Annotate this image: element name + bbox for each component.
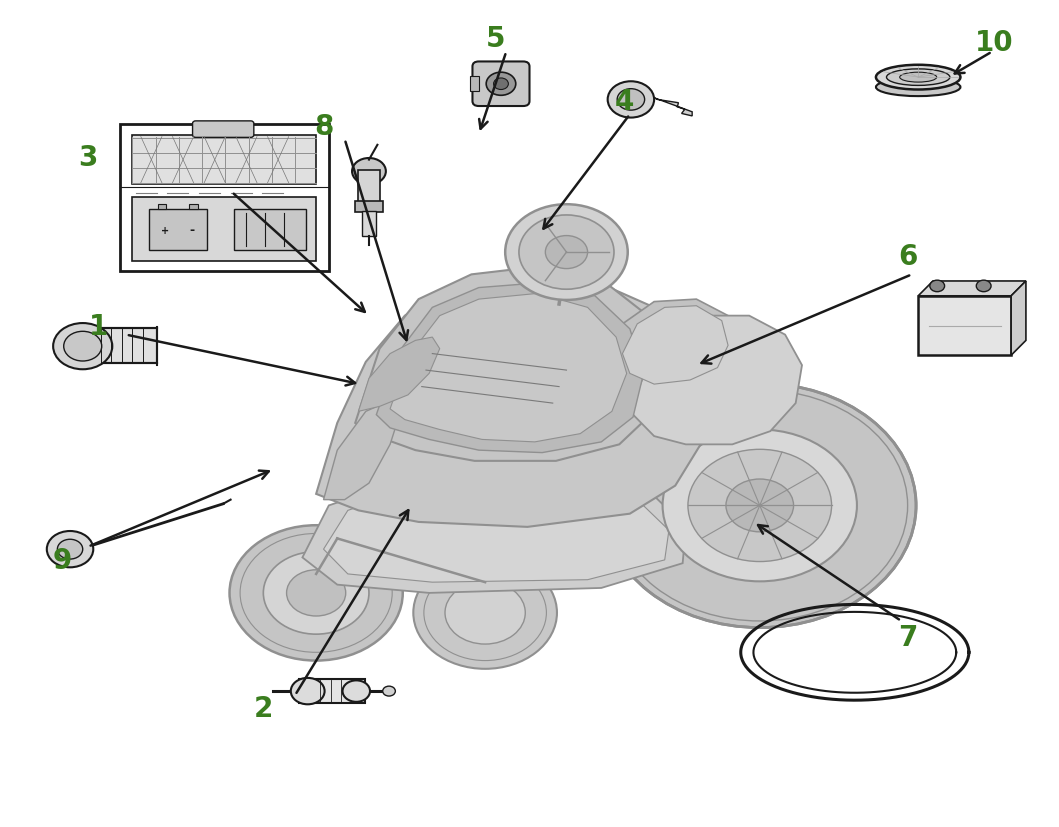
Circle shape bbox=[617, 89, 645, 111]
Bar bbox=[149, 210, 208, 251]
Circle shape bbox=[604, 384, 916, 628]
Circle shape bbox=[287, 570, 345, 616]
Circle shape bbox=[64, 332, 102, 361]
Circle shape bbox=[976, 281, 991, 292]
Text: 10: 10 bbox=[975, 29, 1013, 56]
Polygon shape bbox=[77, 328, 157, 364]
Polygon shape bbox=[606, 299, 738, 395]
Ellipse shape bbox=[886, 69, 950, 86]
FancyBboxPatch shape bbox=[472, 62, 530, 107]
Polygon shape bbox=[390, 294, 627, 442]
Circle shape bbox=[291, 678, 325, 705]
Text: 4: 4 bbox=[615, 88, 634, 116]
Polygon shape bbox=[355, 202, 382, 213]
Circle shape bbox=[726, 480, 793, 533]
Circle shape bbox=[493, 79, 508, 90]
Circle shape bbox=[342, 681, 370, 702]
Polygon shape bbox=[324, 401, 400, 500]
Circle shape bbox=[688, 450, 831, 562]
Polygon shape bbox=[324, 486, 669, 582]
Ellipse shape bbox=[876, 79, 961, 97]
Circle shape bbox=[413, 557, 557, 669]
Polygon shape bbox=[355, 267, 662, 461]
Circle shape bbox=[505, 205, 628, 300]
Text: 1: 1 bbox=[89, 313, 108, 341]
Text: -: - bbox=[189, 224, 194, 237]
Circle shape bbox=[352, 159, 385, 185]
Polygon shape bbox=[654, 98, 693, 117]
Circle shape bbox=[382, 686, 395, 696]
Bar bbox=[132, 136, 317, 185]
Circle shape bbox=[519, 216, 614, 290]
FancyBboxPatch shape bbox=[193, 122, 254, 138]
Polygon shape bbox=[300, 679, 364, 704]
Circle shape bbox=[53, 323, 112, 370]
Circle shape bbox=[608, 82, 654, 118]
Bar bbox=[918, 296, 1011, 356]
Polygon shape bbox=[623, 306, 729, 385]
Ellipse shape bbox=[876, 65, 961, 90]
Bar bbox=[132, 198, 317, 262]
Polygon shape bbox=[358, 337, 439, 412]
Text: 9: 9 bbox=[53, 546, 72, 574]
Ellipse shape bbox=[900, 73, 936, 83]
Bar bbox=[361, 212, 376, 237]
Text: +: + bbox=[161, 226, 169, 236]
Text: 2: 2 bbox=[254, 695, 273, 723]
Polygon shape bbox=[317, 275, 707, 528]
Text: 5: 5 bbox=[486, 25, 505, 52]
Text: 8: 8 bbox=[313, 112, 334, 141]
Bar bbox=[158, 205, 166, 210]
Bar bbox=[470, 77, 479, 92]
Polygon shape bbox=[918, 282, 1026, 296]
Circle shape bbox=[445, 581, 525, 644]
Circle shape bbox=[47, 532, 93, 567]
Polygon shape bbox=[1011, 282, 1026, 356]
Bar bbox=[190, 205, 198, 210]
Circle shape bbox=[264, 552, 369, 634]
Circle shape bbox=[930, 281, 945, 292]
Polygon shape bbox=[376, 284, 644, 453]
Text: 7: 7 bbox=[898, 624, 917, 652]
Circle shape bbox=[230, 526, 402, 661]
Circle shape bbox=[663, 430, 857, 581]
Text: 3: 3 bbox=[78, 144, 97, 172]
Circle shape bbox=[545, 237, 588, 270]
Text: 6: 6 bbox=[898, 243, 917, 271]
Polygon shape bbox=[630, 316, 802, 445]
Circle shape bbox=[57, 539, 83, 559]
Bar bbox=[234, 210, 306, 251]
Bar bbox=[120, 125, 328, 272]
Circle shape bbox=[486, 73, 516, 96]
Polygon shape bbox=[303, 476, 686, 593]
Bar bbox=[358, 170, 379, 203]
